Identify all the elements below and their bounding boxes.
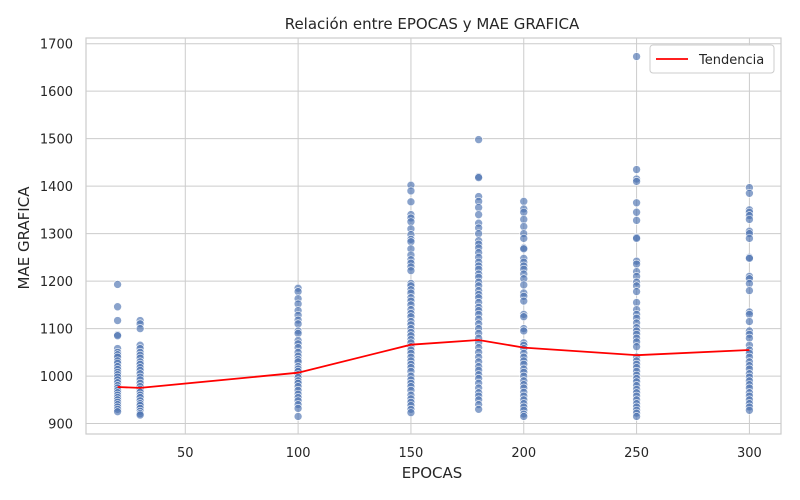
scatter-point-180-2: [474, 173, 483, 182]
scatter-point-100-1: [293, 287, 303, 296]
scatter-point-180-49: [474, 405, 483, 414]
y-tick-label-1000: 1000: [40, 370, 73, 385]
scatter-point-100-7: [293, 319, 303, 329]
scatter-point-200-8: [519, 244, 529, 254]
scatter-point-100-31: [293, 412, 303, 421]
scatter-point-200-4: [519, 222, 529, 231]
scatter-point-200-22: [519, 326, 529, 336]
x-tick-label-50: 50: [177, 446, 194, 461]
legend-box: [649, 44, 775, 74]
x-tick-label-150: 150: [399, 446, 424, 461]
scatter-point-250-0: [632, 52, 641, 61]
x-tick-label-300: 300: [737, 446, 762, 461]
scatter-point-150-9: [406, 237, 416, 246]
y-tick-label-1100: 1100: [40, 323, 73, 338]
scatter-point-300-5: [745, 215, 754, 224]
scatter-point-300-14: [745, 286, 754, 295]
scatter-point-200-0: [519, 197, 529, 206]
scatter-point-180-9: [474, 229, 483, 238]
scatter-point-200-18: [519, 296, 529, 306]
trend-line: [117, 339, 750, 389]
scatter-point-250-44: [632, 412, 641, 421]
scatter-point-20-4: [113, 331, 122, 341]
y-tick-labels: 900 1000 1100 1200 1300 1400 1500 1600 1700: [40, 38, 73, 433]
scatter-point-300-10: [745, 254, 754, 263]
scatter-point-100-9: [293, 329, 303, 338]
scatter-point-150-2: [406, 197, 416, 207]
scatter-point-200-20: [519, 312, 529, 322]
scatter-point-180-5: [474, 203, 483, 212]
y-tick-label-1200: 1200: [40, 275, 73, 290]
x-tick-labels: 50 100 150 200 250 300: [177, 446, 762, 461]
scatter-point-250-6: [632, 216, 641, 225]
scatter-point-20-2: [113, 316, 122, 325]
scatter-point-300-17: [745, 317, 754, 326]
scatter-point-30-2: [135, 324, 145, 333]
scatter-point-100-30: [293, 404, 303, 413]
scatter-point-300-38: [745, 405, 754, 415]
scatter-point-180-6: [474, 210, 483, 219]
scatter-point-250-1: [632, 165, 641, 174]
scatter-point-300-1: [745, 188, 754, 198]
scatter-point-250-26: [632, 342, 641, 351]
scatter-point-150-1: [406, 186, 416, 196]
scatter-point-200-2: [519, 207, 529, 217]
scatter-point-250-15: [632, 287, 641, 296]
scatter-point-20-1: [113, 302, 122, 312]
scatter-point-20-0: [113, 280, 122, 289]
scatter-point-300-20: [745, 333, 754, 343]
legend: Tendencia: [649, 44, 775, 74]
x-tick-label-200: 200: [511, 446, 536, 461]
x-axis-label: EPOCAS: [402, 464, 463, 482]
y-tick-label-1300: 1300: [40, 228, 73, 243]
scatter-point-250-16: [632, 298, 641, 307]
scatter-point-150-51: [406, 408, 416, 417]
scatter-point-200-15: [519, 280, 529, 290]
scatter-point-150-15: [406, 266, 416, 275]
scatter-point-200-43: [519, 412, 529, 421]
y-tick-label-900: 900: [48, 418, 73, 433]
y-tick-label-1400: 1400: [40, 180, 73, 195]
scatter-point-180-0: [474, 135, 483, 144]
scatter-point-250-5: [632, 207, 641, 217]
x-tick-label-250: 250: [624, 446, 649, 461]
y-tick-label-1600: 1600: [40, 85, 73, 100]
scatter-point-30-27: [135, 410, 145, 420]
scatter-point-20-29: [113, 407, 122, 416]
chart-title: Relación entre EPOCAS y MAE GRAFICA: [285, 15, 580, 33]
scatter-point-250-10: [632, 259, 641, 269]
trend-line-group: [117, 339, 750, 389]
y-tick-label-1700: 1700: [40, 38, 73, 53]
scatter-point-250-8: [632, 234, 641, 243]
legend-label-trend: Tendencia: [698, 53, 764, 68]
scatter-point-250-4: [632, 198, 641, 208]
scatter-points: [113, 52, 754, 421]
y-tick-label-1500: 1500: [40, 133, 73, 148]
scatter-point-300-8: [745, 234, 754, 243]
scatter-point-200-3: [519, 215, 529, 224]
scatter-point-150-5: [406, 217, 416, 227]
scatter-point-250-3: [632, 177, 641, 186]
y-axis-label: MAE GRAFICA: [15, 186, 33, 290]
plot-frame: [85, 37, 782, 435]
scatter-point-300-13: [745, 279, 754, 288]
x-tick-label-100: 100: [286, 446, 311, 461]
scatter-point-300-16: [745, 310, 754, 319]
scatter-point-200-6: [519, 234, 529, 243]
